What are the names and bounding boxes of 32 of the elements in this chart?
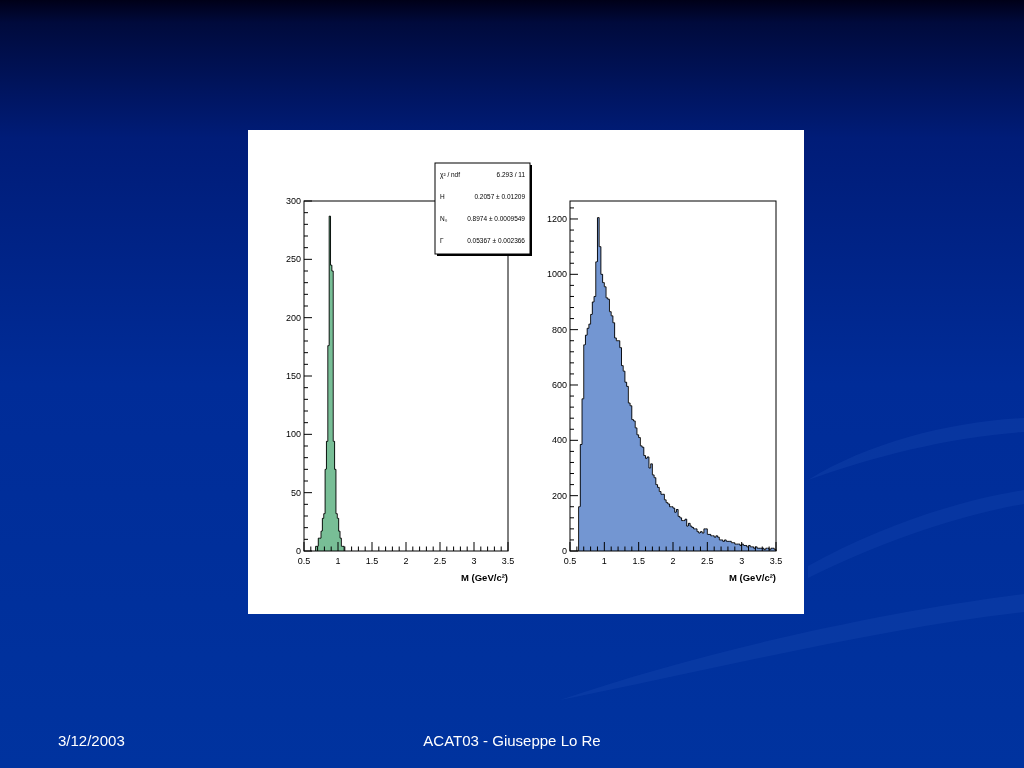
y-tick-label: 200 bbox=[285, 312, 301, 323]
x-tick-label: 3.5 bbox=[769, 556, 783, 566]
x-tick-label: 0.5 bbox=[297, 556, 311, 566]
text: ACAT03 - Giuseppe Lo Re bbox=[423, 732, 601, 749]
y-tick-label: 600 bbox=[551, 379, 567, 390]
text: 3/12/2003 bbox=[58, 732, 125, 749]
y-tick-label: 0 bbox=[561, 546, 567, 556]
x-tick-label: 3 bbox=[471, 556, 477, 566]
y-tick-label: 800 bbox=[551, 324, 567, 335]
x-tick-label: 1 bbox=[601, 556, 607, 566]
y-tick-label: 150 bbox=[285, 371, 301, 381]
x-tick-label: 0.5 bbox=[563, 556, 577, 566]
y-tick-label: 250 bbox=[285, 254, 301, 265]
x-tick-label: 1.5 bbox=[365, 556, 379, 566]
y-tick-label: 200 bbox=[551, 490, 567, 501]
y-tick-label: 100 bbox=[285, 429, 301, 440]
x-tick-label: 3.5 bbox=[501, 556, 515, 566]
y-tick-label: 0 bbox=[295, 546, 301, 556]
y-tick-label: 50 bbox=[290, 487, 301, 498]
x-tick-label: 2.5 bbox=[701, 556, 714, 566]
x-tick-label: 2 bbox=[670, 556, 676, 566]
y-tick-label: 1200 bbox=[546, 213, 567, 224]
y-tick-label: 400 bbox=[551, 435, 567, 446]
x-tick-label: 1 bbox=[335, 556, 341, 566]
x-axis-title: M (GeV/c²) bbox=[729, 572, 776, 583]
x-tick-label: 1.5 bbox=[632, 556, 645, 566]
x-tick-label: 3 bbox=[739, 556, 745, 566]
x-tick-label: 2 bbox=[403, 556, 409, 566]
x-axis-title: M (GeV/c²) bbox=[461, 572, 508, 583]
x-tick-label: 2.5 bbox=[433, 556, 447, 566]
y-tick-label: 300 bbox=[285, 196, 301, 206]
y-tick-label: 1000 bbox=[546, 269, 567, 280]
